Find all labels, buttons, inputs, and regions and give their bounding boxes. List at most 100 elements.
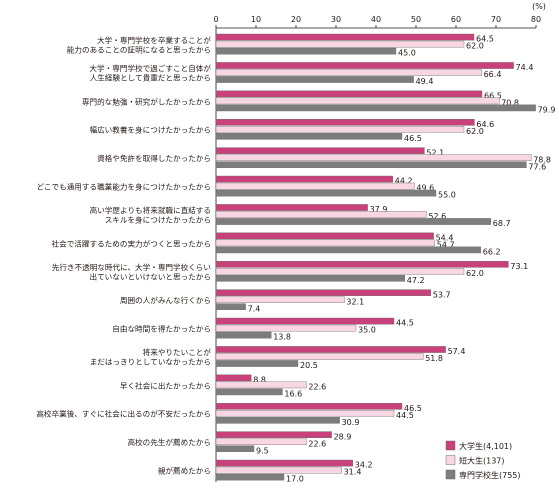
bar: [215, 360, 299, 367]
legend-label: 大学生(4,101): [459, 441, 512, 451]
bar: [215, 403, 403, 410]
bar: [215, 161, 527, 169]
bar: [215, 239, 436, 247]
data-label: 62.0: [466, 42, 484, 51]
data-label: 30.9: [342, 418, 360, 427]
bar: [215, 353, 424, 360]
data-label: 62.0: [466, 269, 484, 278]
legend-swatch: [445, 440, 456, 451]
category-group: 周囲の人がみんな行くから 53.7 32.1 7.4: [120, 289, 451, 313]
bar: [215, 431, 332, 439]
category-label: 社会で活躍するための実力がつくと思ったから: [52, 238, 211, 248]
data-label: 17.0: [286, 475, 304, 484]
data-label: 44.5: [396, 319, 414, 328]
data-label: 52.6: [428, 212, 446, 221]
bar: [215, 175, 394, 183]
bar: [215, 154, 532, 162]
bar: [215, 473, 285, 481]
category-label: 高校の先生が薦めたから: [127, 437, 211, 447]
data-label: 54.4: [436, 234, 454, 243]
data-label: 66.2: [483, 248, 501, 257]
bar: [215, 218, 491, 225]
data-label: 22.6: [308, 383, 326, 392]
bar: [215, 324, 357, 332]
category-group: 資格や免許を取得したかったから 52.1 78.877.6: [97, 147, 551, 171]
data-label: 20.5: [300, 361, 318, 370]
bar: [215, 381, 307, 389]
data-label: 70.8: [501, 99, 519, 108]
data-label: 66.4: [484, 70, 502, 79]
bar: [215, 47, 397, 55]
x-tick-label: 70: [491, 15, 501, 24]
category-label: 早く社会に出たかったから: [120, 380, 211, 390]
data-label: 57.4: [448, 347, 466, 356]
bar: [215, 445, 255, 453]
bar: [215, 296, 345, 304]
x-tick-label: 30: [331, 15, 341, 24]
bar: [215, 33, 475, 41]
data-label: 53.7: [433, 290, 451, 299]
data-label: 77.6: [528, 162, 546, 171]
legend-label: 専門学校生(755): [459, 470, 521, 480]
bar: [215, 90, 483, 98]
category-group: 自由な時間を得たかったから 44.5 35.0 13.8: [112, 317, 414, 342]
category-group: 高校卒業後、すぐに社会に出るのが不安だったから 46.544.5 30.9: [36, 403, 422, 427]
data-label: 8.8: [253, 376, 266, 385]
bar: [215, 104, 536, 112]
data-label: 54.7: [437, 241, 455, 250]
data-label: 34.2: [355, 461, 373, 470]
bar-groups: 大学・専門学校を卒業することが能力のあることの証明になると思ったから64.562…: [36, 33, 555, 484]
x-tick-label: 0: [213, 15, 218, 24]
data-label: 64.6: [476, 120, 494, 129]
category-label: 高校卒業後、すぐに社会に出るのが不安だったから: [36, 409, 211, 419]
legend-swatch: [445, 469, 456, 480]
category-label: まだはっきりとしていなかったから: [90, 358, 211, 367]
category-label: どこでも通用する職業能力を身につけたかったから: [37, 182, 211, 192]
bar: [215, 132, 403, 140]
data-label: 46.5: [404, 134, 422, 143]
data-label: 64.5: [476, 35, 494, 44]
data-label: 22.6: [308, 439, 326, 448]
bar: [215, 69, 482, 76]
bar: [215, 125, 465, 133]
x-tick-label: 10: [251, 15, 261, 24]
data-label: 49.6: [416, 184, 434, 193]
x-tick-label: 50: [411, 15, 421, 24]
x-tick-label: 60: [451, 15, 461, 24]
x-tick-label: 80: [531, 15, 541, 24]
data-label: 44.5: [396, 411, 414, 420]
category-label: 将来やりたいことが: [143, 347, 212, 357]
data-label: 7.4: [248, 304, 261, 313]
data-label: 32.1: [346, 297, 364, 306]
data-label: 51.8: [425, 354, 443, 363]
data-label: 66.5: [484, 92, 502, 101]
data-label: 46.5: [404, 404, 422, 413]
legend-label: 短大生(137): [459, 456, 505, 466]
category-label: 出ていないといけないと思ったから: [90, 271, 212, 281]
category-group: 幅広い教養を身につけたかったから 64.662.0 46.5: [90, 118, 494, 143]
bar: [215, 97, 500, 105]
bar: [215, 275, 406, 282]
bar: [215, 261, 509, 268]
category-group: 社会で活躍するための実力がつくと思ったから 54.454.7 66.2: [52, 232, 501, 257]
bar: [215, 211, 427, 218]
bar: [215, 232, 434, 240]
category-label: 専門的な勉強・研究がしたかったから: [82, 96, 211, 106]
bar: [215, 303, 246, 311]
category-label: スキルを身につけたかったから: [105, 215, 211, 225]
category-group: 高校の先生が薦めたから 28.9 22.6 9.5: [127, 431, 351, 455]
category-group: 早く社会に出たかったから 8.8 22.6 16.6: [120, 374, 326, 399]
data-label: 9.5: [256, 446, 269, 455]
bar: [215, 374, 252, 382]
category-group: 専門的な勉強・研究がしたかったから 66.570.8 79.9: [82, 90, 555, 115]
category-group: 親が薦めたから 34.231.4 17.0: [158, 459, 373, 484]
data-label: 52.1: [426, 148, 444, 157]
bar: [215, 76, 414, 83]
category-label: 人生経験として貴重だと思ったから: [90, 73, 211, 83]
bar: [215, 189, 437, 197]
category-label: 先行き不透明な時代に、大学・専門学校くらい: [52, 262, 211, 272]
